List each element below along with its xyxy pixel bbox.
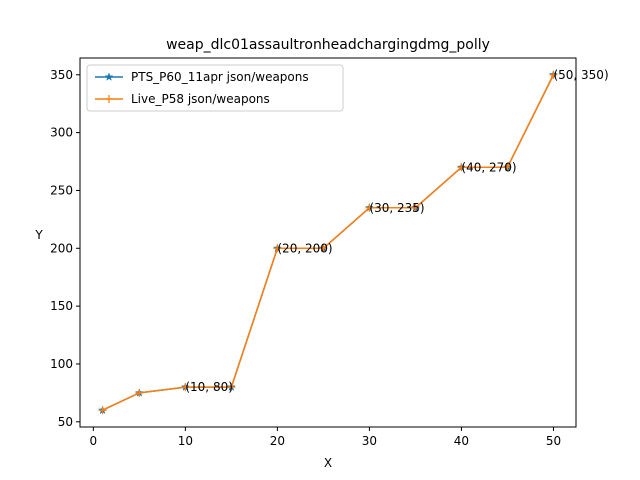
legend: PTS_P60_11apr json/weapons Live_P58 json/… — [86, 64, 344, 112]
data-point — [503, 163, 512, 172]
y-tick-label: 50 — [58, 415, 73, 429]
data-annotation: (10, 80) — [185, 380, 233, 394]
data-point — [365, 203, 374, 212]
series-layer — [98, 70, 558, 415]
plot-frame — [79, 57, 577, 428]
legend-marker — [104, 72, 114, 81]
data-annotation: (20, 200) — [277, 241, 332, 255]
legend-entry: PTS_P60_11apr json/weapons — [95, 70, 309, 84]
y-tick-label: 300 — [50, 126, 73, 140]
data-annotation: (30, 235) — [369, 201, 424, 215]
y-axis: 50 100 150 200 250 300 350 — [50, 68, 80, 429]
y-tick-label: 350 — [50, 68, 73, 82]
x-tick-label: 20 — [270, 434, 285, 448]
x-tick-label: 40 — [454, 434, 469, 448]
y-tick-label: 150 — [50, 299, 73, 313]
plot-area — [80, 58, 576, 427]
data-point — [227, 383, 236, 392]
y-tick-label: 100 — [50, 357, 73, 371]
data-point — [135, 388, 144, 397]
legend-box — [86, 64, 344, 112]
data-point — [273, 244, 282, 253]
x-axis-label: X — [324, 456, 332, 470]
legend-marker — [105, 95, 113, 103]
x-tick-label: 30 — [362, 434, 377, 448]
y-tick-label: 250 — [50, 183, 73, 197]
legend-label: Live_P58 json/weapons — [131, 92, 270, 106]
data-point — [457, 163, 466, 172]
data-point — [98, 406, 107, 415]
y-tick-label: 200 — [50, 241, 73, 255]
data-annotation: (50, 350) — [553, 68, 608, 82]
data-point — [319, 244, 328, 253]
x-tick-label: 0 — [90, 434, 98, 448]
annotation-layer: (10, 80) (20, 200) (30, 235) (40, 270) (50, … — [185, 68, 608, 394]
x-tick-label: 50 — [546, 434, 561, 448]
series-2 — [98, 70, 558, 415]
data-annotation: (40, 270) — [461, 160, 516, 174]
data-point — [411, 203, 420, 212]
x-tick-label: 10 — [178, 434, 193, 448]
legend-label: PTS_P60_11apr json/weapons — [131, 70, 309, 84]
y-axis-label: Y — [34, 228, 43, 242]
data-point — [549, 70, 558, 79]
chart-title: weap_dlc01assaultronheadchargingdmg_poll… — [166, 37, 490, 53]
legend-entry: Live_P58 json/weapons — [95, 92, 270, 106]
x-axis: 0 10 20 30 40 50 — [90, 427, 561, 448]
data-point — [181, 383, 190, 392]
